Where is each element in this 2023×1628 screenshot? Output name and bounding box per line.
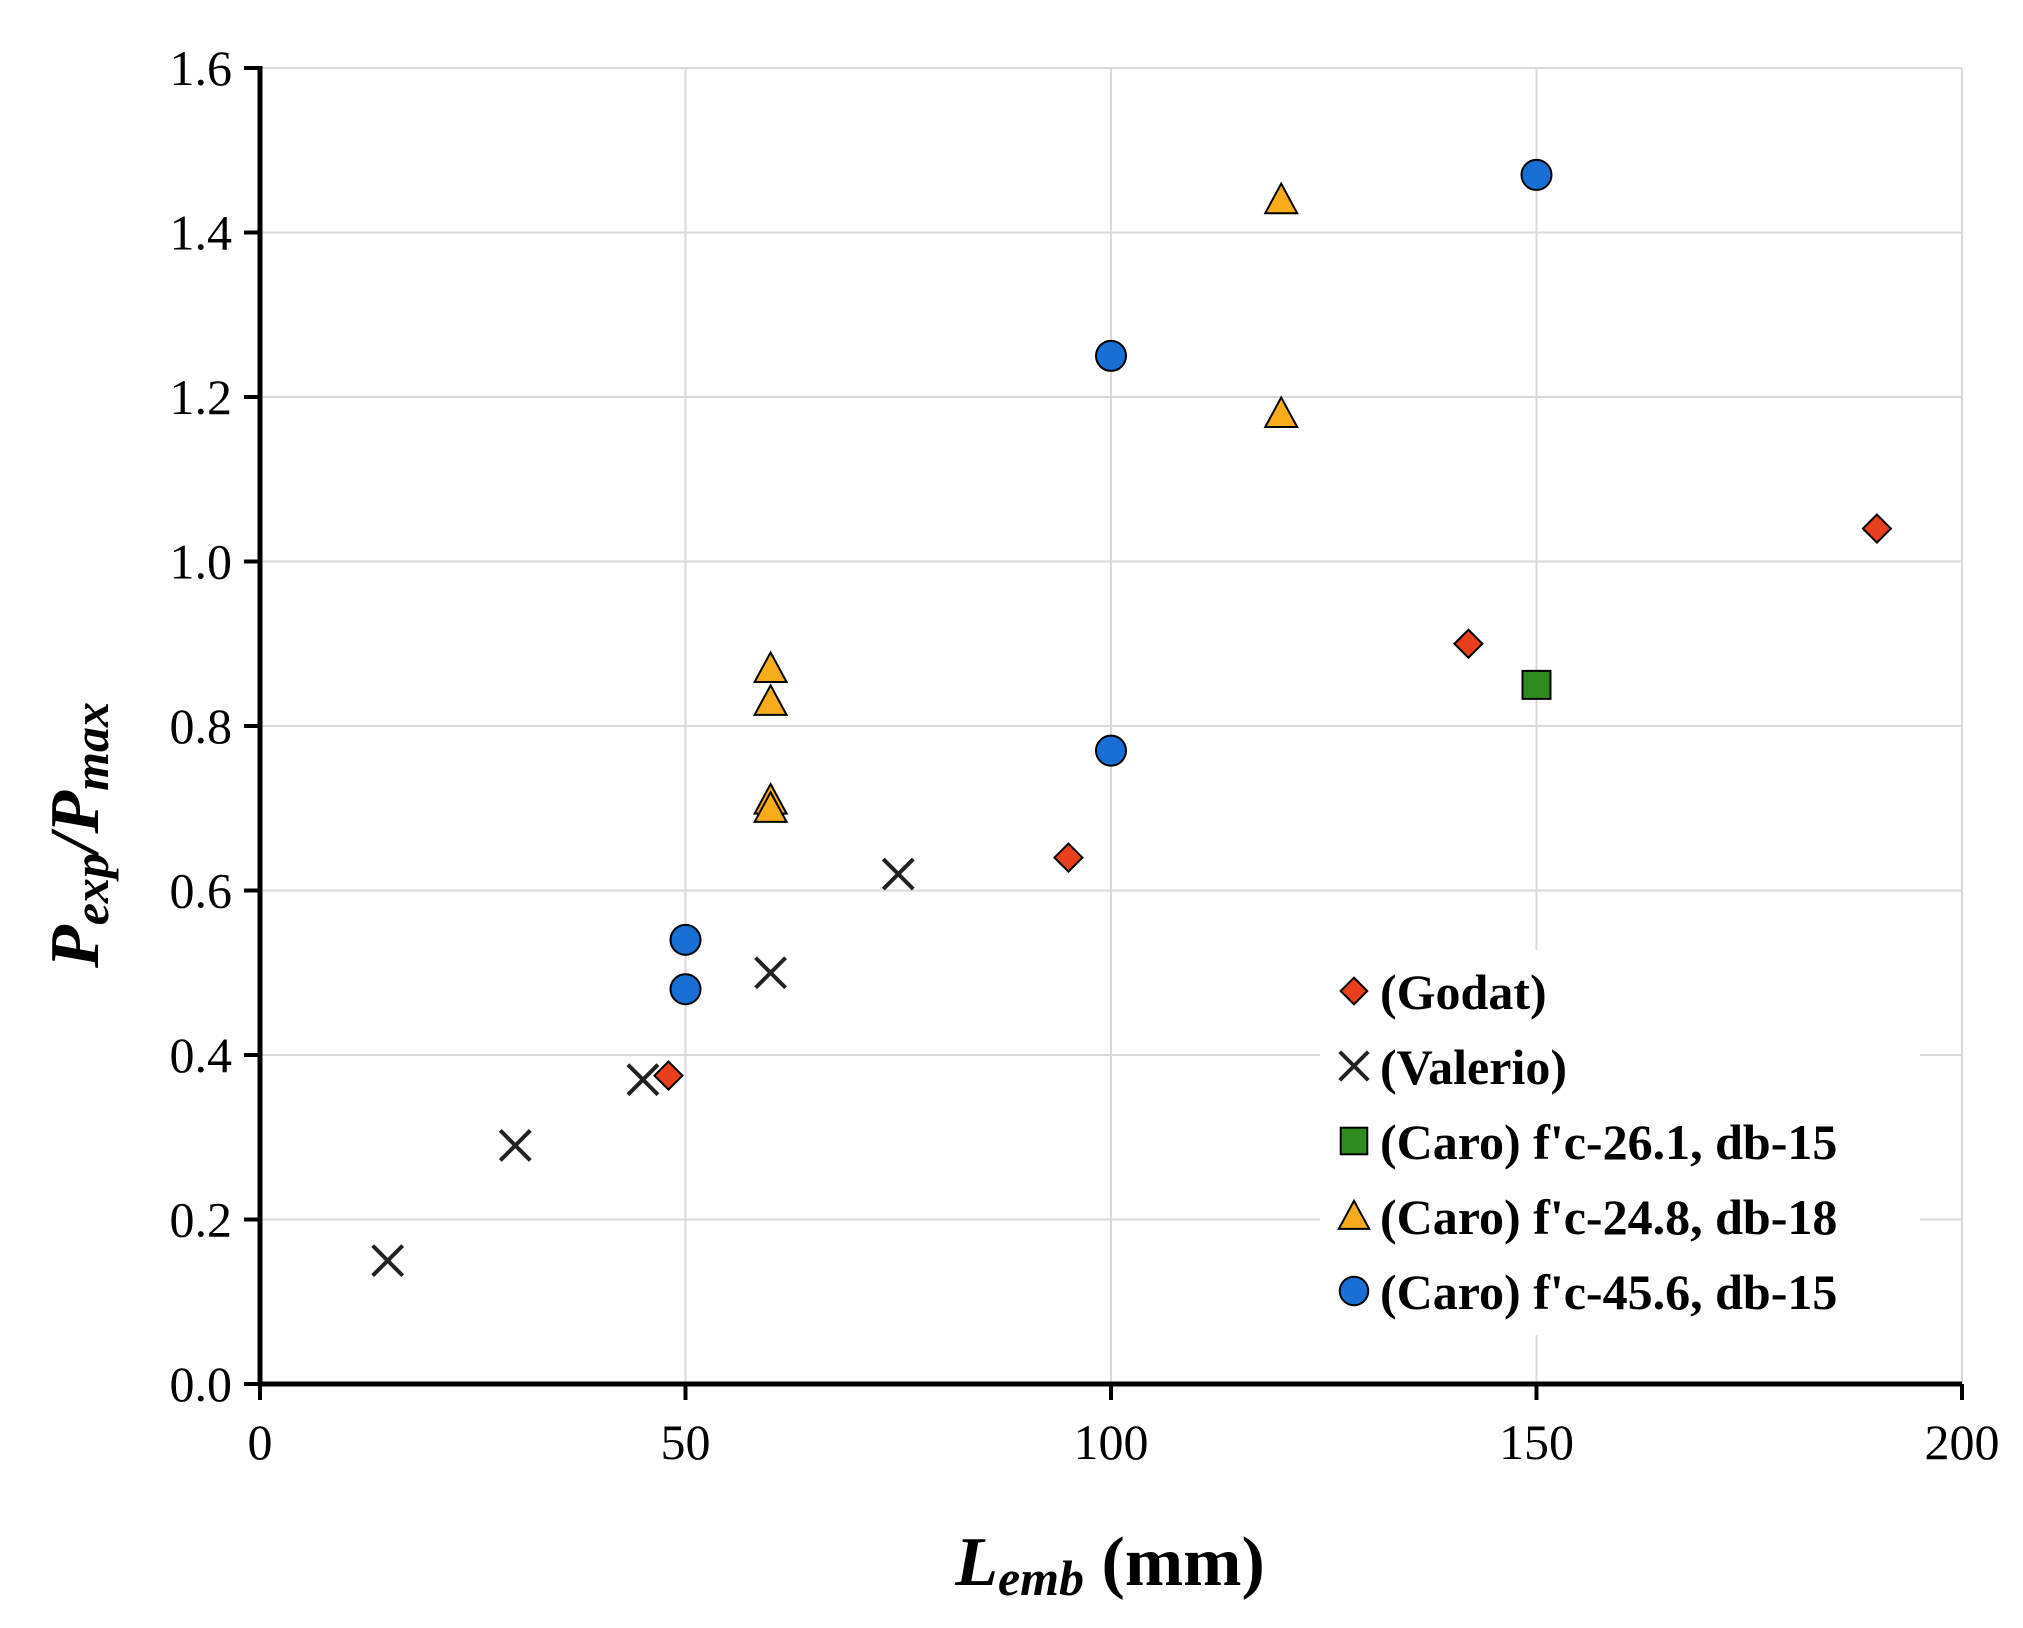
y-axis-title-sub1: exp — [63, 853, 119, 925]
point-x-1-4 — [881, 857, 915, 891]
point-diamond-0-3 — [1861, 513, 1893, 545]
y-axis-title-p1: P — [37, 924, 114, 969]
x-axis-title-main: L — [954, 1524, 998, 1601]
point-square-2-0 — [1521, 669, 1552, 700]
y-tick-label: 1.2 — [170, 369, 233, 425]
x-tick-label: 50 — [661, 1414, 711, 1470]
y-tick-label: 1.6 — [170, 40, 233, 96]
y-axis-title: Pexp/Pmax — [37, 702, 119, 969]
legend-label-2: (Caro) f'c-26.1, db-15 — [1380, 1114, 1837, 1170]
y-tick-label: 0.2 — [170, 1192, 233, 1248]
point-diamond-0-2 — [1453, 628, 1484, 660]
legend-label-1: (Valerio) — [1380, 1039, 1567, 1095]
point-triangle-3-4 — [1263, 181, 1299, 215]
y-axis-title-sub2: max — [63, 702, 119, 791]
point-circle-4-0 — [669, 923, 702, 956]
x-tick-label: 100 — [1074, 1414, 1149, 1470]
point-triangle-3-5 — [1263, 395, 1299, 429]
y-tick-label: 1.0 — [170, 534, 233, 590]
point-x-1-0-stroke-b — [371, 1244, 405, 1278]
legend-marker-3 — [1337, 1198, 1371, 1230]
grid-layer — [260, 67, 1963, 1384]
point-triangle-3-3 — [752, 790, 789, 823]
point-x-1-2-stroke-b — [626, 1063, 660, 1097]
y-tick-label: 0.6 — [170, 863, 233, 919]
point-circle-4-3 — [1095, 734, 1127, 767]
point-x-1-1-stroke-b — [498, 1129, 532, 1162]
x-axis-title-sub: emb — [998, 1550, 1084, 1606]
legend-label-3: (Caro) f'c-24.8, db-18 — [1380, 1189, 1837, 1245]
legend-marker-1-stroke-b — [1338, 1050, 1370, 1082]
x-tick-label: 150 — [1499, 1414, 1574, 1470]
point-x-1-4-stroke-b — [881, 857, 915, 891]
point-diamond-0-0 — [653, 1060, 684, 1091]
point-diamond-0-1 — [1053, 842, 1084, 874]
y-tick-label: 0.0 — [170, 1356, 233, 1412]
point-circle-4-2 — [1095, 339, 1127, 372]
y-tick-label: 0.8 — [170, 698, 233, 754]
point-triangle-3-0 — [752, 650, 789, 684]
point-x-1-2 — [626, 1063, 660, 1097]
y-axis-title-p2: P — [37, 790, 114, 835]
point-x-1-3 — [754, 956, 788, 990]
legend-marker-1 — [1338, 1050, 1370, 1082]
points-layer — [371, 158, 1893, 1278]
point-triangle-3-1 — [752, 683, 789, 716]
legend-marker-0 — [1339, 976, 1369, 1006]
x-axis-title-suffix: (mm) — [1084, 1524, 1265, 1601]
point-x-1-0 — [371, 1244, 405, 1278]
y-tick-label: 0.4 — [170, 1027, 233, 1083]
point-circle-4-4 — [1520, 158, 1553, 191]
y-tick-label: 1.4 — [170, 205, 233, 261]
point-x-1-1 — [498, 1129, 532, 1162]
legend-box — [1320, 950, 1920, 1335]
ticks-layer: 0.0 0.2 0.4 0.6 0.8 1.0 1.2 1.4 1.6 0 50 100 150 200 — [170, 40, 2000, 1470]
x-axis-title: Lemb (mm) — [954, 1524, 1265, 1606]
point-x-1-3-stroke-b — [754, 956, 788, 990]
x-tick-label: 200 — [1925, 1414, 2000, 1470]
legend-marker-4 — [1338, 1275, 1370, 1307]
legend-label-0: (Godat) — [1380, 964, 1547, 1020]
point-circle-4-1 — [669, 973, 702, 1006]
legend-label-4: (Caro) f'c-45.6, db-15 — [1380, 1264, 1837, 1320]
x-tick-label: 0 — [248, 1414, 273, 1470]
legend-marker-2 — [1339, 1126, 1369, 1156]
legend: (Godat) (Valerio) (Caro) f'c-26.1, db-15 (C… — [1320, 950, 1920, 1335]
